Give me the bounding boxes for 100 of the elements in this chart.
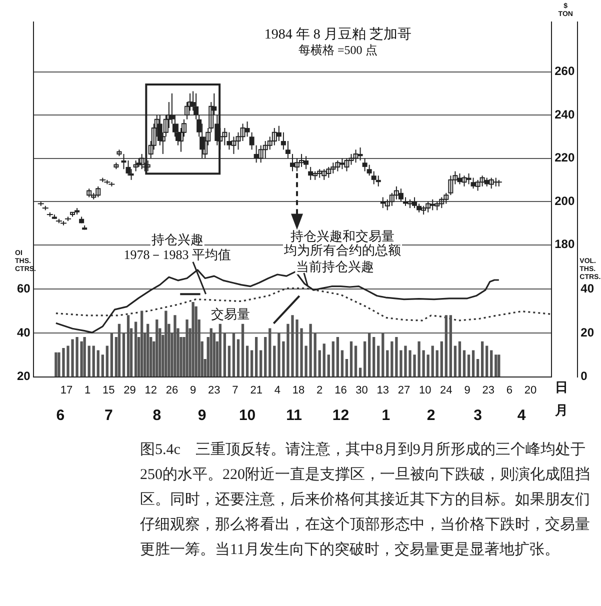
text: 每横格 =500 点 <box>298 43 378 58</box>
bar <box>101 354 104 377</box>
bar <box>83 337 86 377</box>
x2-tick-label: 10 <box>238 407 256 424</box>
candlestick <box>480 175 485 187</box>
annotation: 当前持仓兴趣 <box>296 258 374 274</box>
x2-tick-label: 12 <box>332 407 350 424</box>
x-tick-label: 10 <box>418 384 432 396</box>
x-tick-label: 12 <box>144 384 157 396</box>
bar <box>340 350 344 377</box>
bar <box>386 350 389 377</box>
x-tick-label: 29 <box>124 384 136 396</box>
y3-tick-label: 60 <box>16 282 31 296</box>
candlestick <box>244 121 250 138</box>
x-tick-label: 9 <box>190 384 196 396</box>
x-tick-label: 1 <box>84 384 91 396</box>
bar <box>194 306 198 377</box>
x-tick-label: 18 <box>292 384 305 396</box>
x2-tick-label: 7 <box>104 407 113 424</box>
x-tick-label: 6 <box>506 384 513 396</box>
x-tick-label: 7 <box>232 384 238 396</box>
bar <box>454 346 457 377</box>
x2-tick-label: 4 <box>517 407 526 424</box>
bar <box>440 341 443 377</box>
bar <box>273 346 276 377</box>
caption: 图5.4c 三重顶反转。请注意，其中8月到9月所形成的三个峰均处于250的水平。220附近一直是支撑区，一旦被向下跌破，则演化成阻挡区。同时，还要注意，后来价格何其接近其下方的目标。如果朋友们仔细观察，那么将看出，在这个顶部形态中，当价格下跌时，交易量更胜一筹。当11月发生向下的突破时，交易量更是显著地扩张。 <box>140 440 591 560</box>
x-tick-label: 24 <box>440 384 452 396</box>
y2-tick-label: 20 <box>580 325 594 340</box>
annotation: 1978－1983 平均值 <box>124 246 231 262</box>
x-tick-label: 4 <box>274 384 280 396</box>
x2-tick-label: 11 <box>286 407 302 424</box>
bar <box>92 346 95 377</box>
candlestick <box>126 160 131 176</box>
x-tick-label: 13 <box>376 384 390 396</box>
bar <box>318 350 321 377</box>
bar <box>458 341 462 377</box>
x2-tick-label: 3 <box>474 407 482 424</box>
bar <box>467 354 470 377</box>
x2-tick-label: 9 <box>198 407 206 424</box>
bar <box>106 346 109 377</box>
bar <box>322 344 326 377</box>
bar <box>472 350 475 377</box>
y-tick-label: 180 <box>554 237 575 252</box>
x-tick-label: 16 <box>334 384 347 396</box>
x-tick-label: 27 <box>398 384 410 396</box>
candlestick <box>376 175 381 187</box>
y3-tick-label: 20 <box>16 369 31 384</box>
bar <box>332 341 334 377</box>
bar <box>96 350 100 377</box>
bar <box>462 350 466 377</box>
annotation: 持仓兴趣和交易量 <box>290 228 394 244</box>
x-tick-label: 26 <box>166 384 178 396</box>
x2-axis-title: 月 <box>554 402 568 418</box>
bar <box>255 337 258 377</box>
bar <box>260 350 262 377</box>
annotation: 均为所有合约的总额 <box>282 242 401 258</box>
bar <box>476 358 480 377</box>
candlestick <box>398 188 404 202</box>
x-tick-label: 9 <box>464 384 470 396</box>
line-series <box>55 288 552 322</box>
x-tick-label: 15 <box>102 384 115 396</box>
y2-tick-label: 0 <box>580 369 588 384</box>
bar <box>228 346 231 377</box>
candlestick <box>488 177 494 190</box>
bar <box>327 354 330 377</box>
bar <box>431 346 434 377</box>
bar <box>377 346 380 377</box>
bar <box>174 315 176 377</box>
x-tick-label: 30 <box>356 384 368 396</box>
bar <box>363 341 366 377</box>
x-tick-label: 20 <box>524 384 537 396</box>
y-tick-label: 200 <box>554 194 575 208</box>
bar <box>480 341 484 377</box>
x-tick-label: 17 <box>60 384 73 396</box>
candlestick <box>358 146 363 161</box>
y-tick-label: 260 <box>554 64 575 78</box>
bar <box>336 337 340 377</box>
x-tick-label: 23 <box>208 384 220 396</box>
x2-tick-label: 2 <box>426 407 436 424</box>
bar <box>372 337 376 377</box>
bar <box>498 354 500 377</box>
x2-tick-label: 8 <box>152 407 162 424</box>
x2-tick-label: 6 <box>56 407 65 424</box>
bar <box>486 346 488 377</box>
bar <box>88 346 90 377</box>
bar <box>250 350 254 377</box>
y-tick-label: 240 <box>554 107 575 122</box>
x-tick-label: 2 <box>316 384 323 396</box>
annotation: 持仓兴趣 <box>151 232 204 248</box>
bar <box>264 337 267 377</box>
candlestick <box>285 140 290 159</box>
y-tick-label: 220 <box>554 150 575 165</box>
bar <box>494 354 498 377</box>
x-tick-label: 21 <box>250 384 262 396</box>
bar <box>358 368 362 377</box>
x-axis-title: 日 <box>555 379 568 394</box>
bar <box>54 352 58 377</box>
bar <box>236 339 240 377</box>
bar <box>426 354 430 377</box>
bar <box>192 302 194 377</box>
